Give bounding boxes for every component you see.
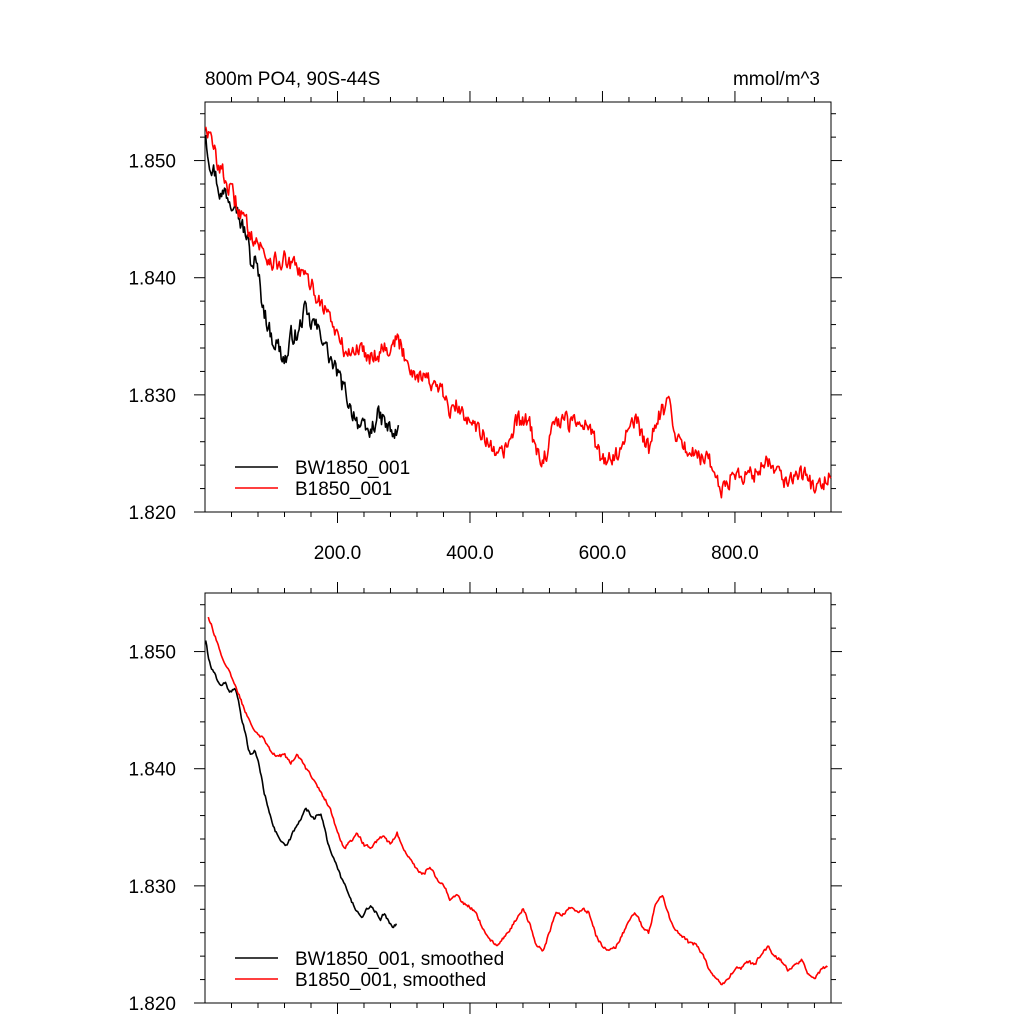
- top-x-tick-labels: 200.0 400.0 600.0 800.0: [314, 543, 759, 564]
- y-tick-label: 1.840: [128, 269, 176, 290]
- chart-title: 800m PO4, 90S-44S: [205, 69, 380, 90]
- series-line: [206, 127, 831, 498]
- top-panel: 1.820 1.830 1.840 1.850 200.0 400.0 600.0 800.…: [128, 91, 842, 564]
- top-ticks: [194, 91, 842, 523]
- y-tick-label: 1.830: [128, 877, 176, 898]
- y-tick-label: 1.840: [128, 760, 176, 781]
- bottom-ticks: [194, 582, 842, 1014]
- x-tick-label: 600.0: [579, 543, 627, 564]
- y-tick-label: 1.820: [128, 503, 176, 524]
- bottom-panel: 1.820 1.830 1.840 1.850 BW1850_001, smoothe…: [128, 582, 842, 1015]
- series-line: [206, 135, 399, 438]
- x-tick-label: 800.0: [711, 543, 759, 564]
- legend-label: BW1850_001, smoothed: [295, 949, 504, 970]
- top-y-tick-labels: 1.820 1.830 1.840 1.850: [128, 152, 176, 524]
- legend-label: BW1850_001: [295, 458, 410, 479]
- y-tick-label: 1.820: [128, 994, 176, 1015]
- top-series: [206, 127, 831, 498]
- top-plot-frame: [205, 102, 831, 512]
- units-label: mmol/m^3: [733, 69, 820, 90]
- legend-label: B1850_001, smoothed: [295, 970, 486, 991]
- legend-label: B1850_001: [295, 479, 392, 500]
- x-tick-label: 200.0: [314, 543, 362, 564]
- y-tick-label: 1.850: [128, 152, 176, 173]
- y-tick-label: 1.850: [128, 643, 176, 664]
- x-tick-label: 400.0: [446, 543, 494, 564]
- bottom-plot-frame: [205, 593, 831, 1003]
- bottom-y-tick-labels: 1.820 1.830 1.840 1.850: [128, 643, 176, 1015]
- y-tick-label: 1.830: [128, 386, 176, 407]
- series-line: [208, 617, 827, 985]
- bottom-series: [206, 617, 828, 985]
